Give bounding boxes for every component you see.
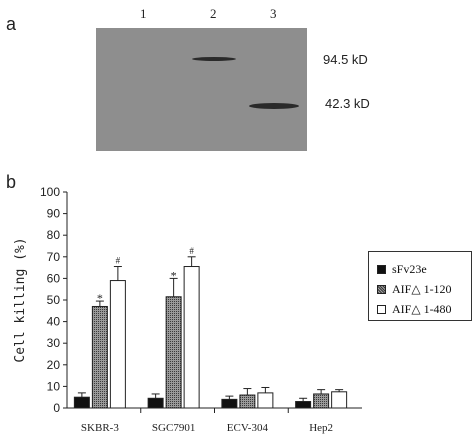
bar-hep2-s0	[295, 401, 312, 409]
legend-label-aif-1-120: AIF△ 1-120	[392, 281, 452, 296]
legend-label-aif-1-480: AIF△ 1-480	[392, 301, 452, 316]
y-tick-label-20: 20	[47, 358, 61, 372]
y-tick-label-10: 10	[47, 379, 61, 393]
bar-hep2-s1	[313, 393, 330, 409]
y-tick-label-90: 90	[47, 207, 61, 221]
panel-b-letter: b	[6, 172, 17, 192]
legend-swatch-aif-1-480	[377, 304, 386, 314]
legend-item-aif-1-120: AIF△ 1-120	[377, 282, 452, 296]
bar-sgc7901-s1	[165, 296, 182, 409]
band-lane3-42kd	[249, 103, 299, 109]
y-tick-label-70: 70	[47, 250, 61, 264]
mw-marker-94kd: 94.5 kD	[323, 52, 368, 67]
band-lane2-94kd	[192, 57, 236, 61]
bar-ecv-304-s2	[257, 392, 274, 409]
bar-chart: 0 10 20 30 40 50 60 70 80 90 100 Cell killing (%) SK…	[13, 185, 362, 434]
y-tick-label-0: 0	[53, 401, 60, 415]
bar-skbr-3-s2	[109, 280, 126, 409]
lane-label-2: 2	[210, 6, 217, 21]
bar-ecv-304-s1	[239, 394, 256, 409]
annotation-1: #	[116, 256, 121, 266]
lane-label-1: 1	[140, 6, 147, 21]
x-tick-label-sgc7901: SGC7901	[152, 422, 195, 434]
bar-skbr-3-s0	[73, 396, 90, 409]
y-tick-label-40: 40	[47, 315, 61, 329]
bar-sgc7901-s0	[147, 397, 164, 409]
lane-label-3: 3	[270, 6, 277, 21]
bar-skbr-3-s1	[91, 305, 108, 409]
x-tick-label-hep2: Hep2	[309, 422, 333, 434]
legend-swatch-aif-1-120	[377, 284, 386, 294]
y-tick-label-30: 30	[47, 336, 61, 350]
legend-item-aif-1-480: AIF△ 1-480	[377, 302, 452, 316]
bar-ecv-304-s0	[221, 398, 238, 409]
y-axis-label: Cell killing (%)	[13, 237, 28, 362]
mw-marker-42kd: 42.3 kD	[325, 96, 370, 111]
y-tick-label-80: 80	[47, 228, 61, 242]
x-tick-label-ecv-304: ECV-304	[227, 422, 269, 434]
chart-legend: sFv23e AIF△ 1-120 AIF△ 1-480	[368, 251, 472, 321]
annotation-0: *	[97, 291, 103, 305]
y-tick-label-50: 50	[47, 293, 61, 307]
annotation-2: *	[171, 268, 177, 282]
annotation-3: #	[189, 246, 194, 256]
panel-a-letter: a	[6, 14, 17, 34]
legend-item-sfv23e: sFv23e	[377, 262, 427, 276]
legend-swatch-sfv23e	[377, 264, 386, 274]
bar-hep2-s2	[331, 391, 348, 409]
x-tick-label-skbr-3: SKBR-3	[81, 422, 119, 434]
bar-sgc7901-s2	[183, 266, 200, 409]
y-tick-label-100: 100	[40, 185, 60, 199]
legend-label-sfv23e: sFv23e	[392, 261, 427, 276]
western-blot-image	[96, 28, 307, 151]
y-tick-label-60: 60	[47, 271, 61, 285]
